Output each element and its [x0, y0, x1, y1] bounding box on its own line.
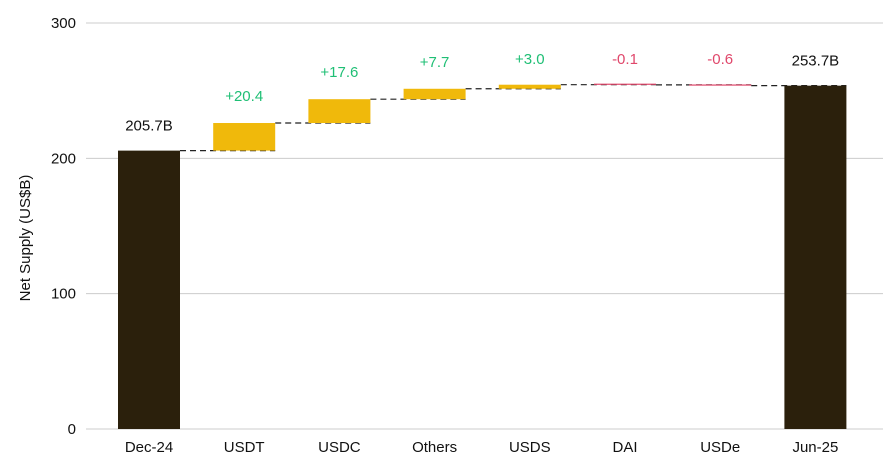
bar-others [403, 88, 466, 100]
x-tick-label: USDS [509, 439, 551, 456]
bar-dai [594, 83, 656, 85]
x-tick-label: Others [412, 439, 457, 456]
y-axis-ticks: 0 100 200 300 [51, 15, 76, 438]
bar-usds [498, 84, 561, 89]
data-label: +17.6 [320, 64, 358, 81]
x-tick-label: USDT [224, 439, 265, 456]
y-tick-label: 100 [51, 286, 76, 303]
x-tick-label: USDe [700, 439, 740, 456]
y-axis-label: Net Supply (US$B) [17, 175, 34, 302]
bar-usdt [213, 123, 276, 151]
data-label: +20.4 [225, 88, 263, 105]
gridlines [86, 22, 883, 430]
data-label: -0.6 [707, 51, 733, 68]
connectors [180, 84, 847, 152]
bar-usde [689, 84, 752, 86]
data-label: 205.7B [125, 118, 173, 135]
x-tick-label: Dec-24 [125, 439, 173, 456]
x-axis-ticks: Dec-24 USDT USDC Others USDS DAI USDe Jun-25 [125, 439, 839, 456]
y-tick-label: 200 [51, 150, 76, 167]
x-tick-label: USDC [318, 439, 361, 456]
bar-usdc [308, 99, 371, 124]
bar-dec-24 [118, 150, 180, 430]
data-labels: 205.7B +20.4 +17.6 +7.7 +3.0 -0.1 -0.6 253.7B [125, 51, 839, 135]
data-label: 253.7B [792, 53, 840, 70]
y-tick-label: 300 [51, 15, 76, 32]
bar-jun-25 [784, 85, 847, 429]
data-label: +7.7 [420, 54, 450, 71]
x-tick-label: Jun-25 [792, 439, 838, 456]
y-tick-label: 0 [68, 421, 76, 438]
data-label: -0.1 [612, 51, 638, 68]
bars [118, 83, 847, 430]
data-label: +3.0 [515, 51, 545, 68]
x-tick-label: DAI [612, 439, 637, 456]
